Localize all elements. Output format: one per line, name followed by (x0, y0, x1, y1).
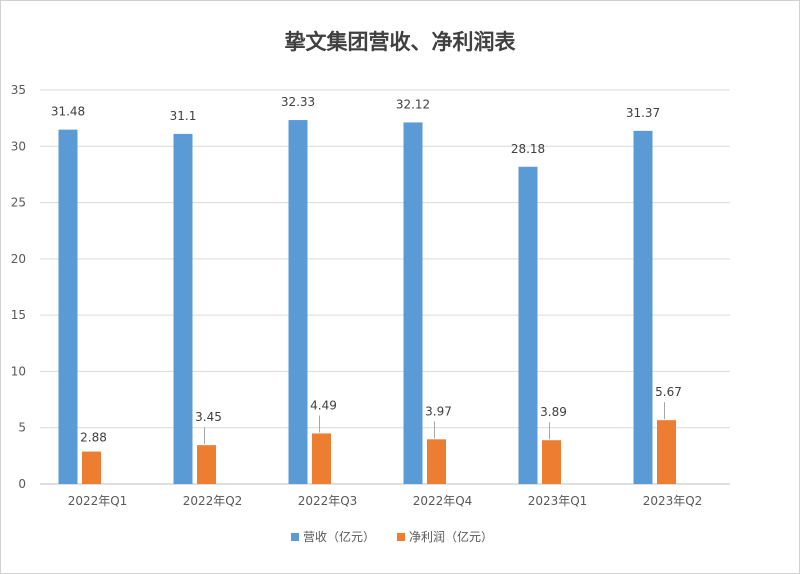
x-tick-label: 2022年Q2 (183, 494, 243, 508)
revenue-data-label: 28.18 (511, 142, 545, 156)
y-tick-label: 0 (18, 477, 26, 491)
net-profit-data-label: 4.49 (310, 398, 337, 412)
revenue-bar (633, 130, 653, 484)
data-labels: 31.48 2.88 31.1 3.45 32.33 4.49 32.12 3.97 28.18… (51, 95, 682, 445)
x-tick-label: 2022年Q1 (68, 494, 128, 508)
net-profit-bar (312, 433, 331, 484)
revenue-bar (173, 133, 193, 484)
legend-label-net-profit: 净利润（亿元） (409, 529, 493, 544)
y-tick-label: 25 (11, 196, 26, 210)
legend-swatch-revenue (291, 533, 299, 541)
legend-label-revenue: 营收（亿元） (303, 529, 375, 544)
y-tick-label: 20 (11, 252, 26, 266)
net-profit-bar (82, 451, 101, 484)
x-tick-label: 2023年Q2 (643, 494, 703, 508)
y-tick-label: 15 (11, 308, 26, 322)
net-profit-data-label: 3.45 (195, 410, 222, 424)
revenue-data-label: 31.48 (51, 105, 85, 119)
x-axis: 2022年Q1 2022年Q2 2022年Q3 2022年Q4 2023年Q1 2023年… (68, 494, 703, 508)
y-tick-label: 35 (11, 83, 26, 97)
net-profit-bar (197, 445, 216, 484)
net-profit-data-label: 2.88 (80, 431, 107, 445)
revenue-data-label: 32.12 (396, 97, 430, 111)
revenue-bar (403, 122, 423, 485)
legend: 营收（亿元） 净利润（亿元） (291, 529, 493, 544)
bars (58, 120, 676, 485)
revenue-bar (288, 120, 308, 484)
net-profit-data-label: 3.97 (425, 404, 452, 418)
net-profit-bar (427, 439, 446, 484)
y-tick-label: 30 (11, 139, 26, 153)
revenue-data-label: 31.37 (626, 106, 660, 120)
x-tick-label: 2022年Q3 (298, 494, 358, 508)
y-tick-label: 10 (11, 364, 26, 378)
net-profit-bar (542, 440, 561, 484)
chart-title: 挚文集团营收、净利润表 (284, 30, 516, 54)
net-profit-bar (657, 420, 676, 484)
net-profit-data-label: 5.67 (655, 385, 682, 399)
x-tick-label: 2022年Q4 (413, 494, 473, 508)
x-tick-label: 2023年Q1 (528, 494, 588, 508)
y-axis: 0 5 10 15 20 25 30 35 (11, 83, 26, 491)
revenue-bar (518, 166, 538, 484)
revenue-bar (58, 129, 78, 485)
net-profit-data-label: 3.89 (540, 405, 567, 419)
revenue-data-label: 31.1 (170, 109, 197, 123)
gridlines (40, 89, 730, 485)
revenue-data-label: 32.33 (281, 95, 315, 109)
y-tick-label: 5 (18, 421, 26, 435)
legend-swatch-net-profit (397, 533, 405, 541)
